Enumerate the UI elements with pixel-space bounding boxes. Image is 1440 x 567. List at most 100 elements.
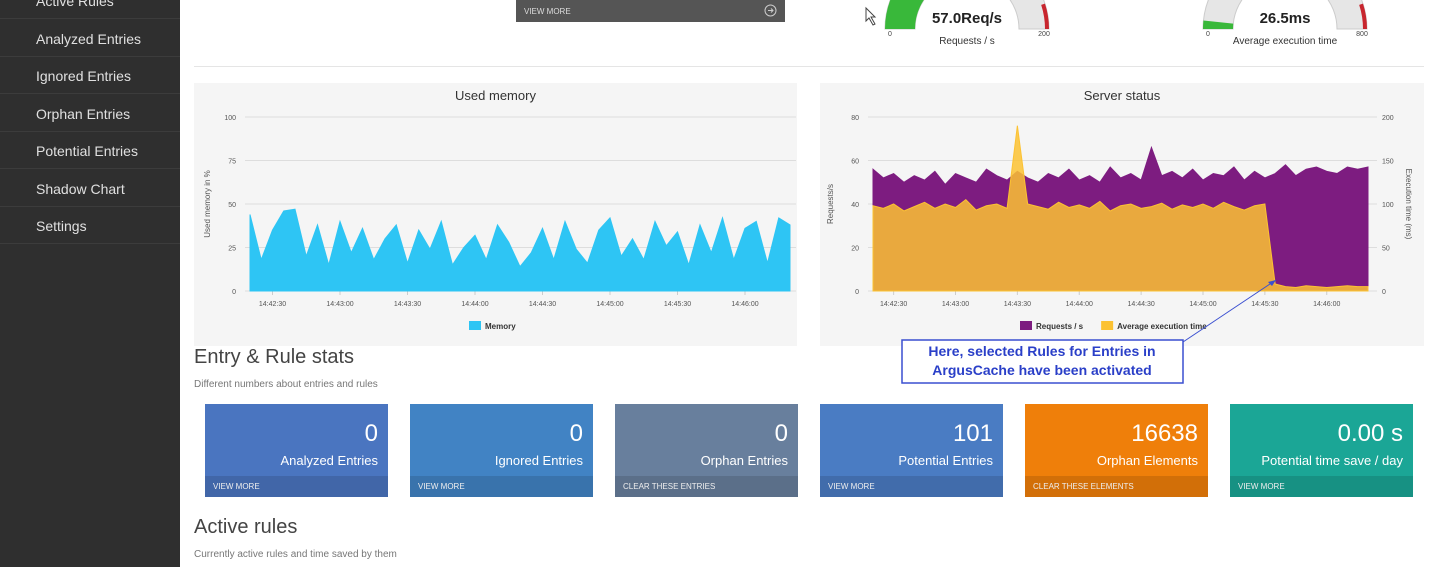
y-tick-label: 40 <box>851 202 859 209</box>
x-tick-label: 14:42:30 <box>259 301 286 308</box>
section-subtitle: Currently active rules and time saved by… <box>194 549 397 560</box>
stat-tile: 0.00 s Potential time save / day VIEW MORE <box>1230 404 1413 497</box>
tile-footer[interactable]: CLEAR THESE ENTRIES <box>615 476 798 497</box>
annotation: Here, selected Rules for Entries in Argu… <box>901 279 1277 384</box>
x-tick-label: 14:43:00 <box>326 301 353 308</box>
area-series <box>872 125 1369 292</box>
tile-link[interactable]: VIEW MORE <box>1238 482 1285 491</box>
nav-label[interactable]: Ignored Entries <box>36 68 131 84</box>
x-tick-label: 14:46:00 <box>731 301 758 308</box>
memory-chart: Used memory 0 25 50 75 100 Used memory in % 14:… <box>203 88 796 331</box>
tile-link[interactable]: CLEAR THESE ELEMENTS <box>1033 482 1134 491</box>
tile-footer[interactable]: CLEAR THESE ELEMENTS <box>1025 476 1208 497</box>
tile-link[interactable]: VIEW MORE <box>828 482 875 491</box>
nav-label[interactable]: Active Rules <box>36 0 114 9</box>
divider <box>194 66 1424 67</box>
nav-label[interactable]: Potential Entries <box>36 143 138 159</box>
tile-value: 101 <box>952 420 993 447</box>
gauge-value-label: 26.5ms <box>1260 10 1311 27</box>
tile-value: 0.00 s <box>1337 420 1403 447</box>
tile-footer[interactable]: VIEW MORE <box>205 476 388 497</box>
x-tick-label: 14:44:00 <box>461 301 488 308</box>
legend-swatch <box>469 321 481 330</box>
annotation-box <box>901 339 1184 384</box>
view-more-link[interactable]: VIEW MORE <box>524 7 571 16</box>
view-more-bar[interactable]: VIEW MORE <box>516 0 785 22</box>
gauge-min: 0 <box>1206 31 1210 38</box>
tile-label: Orphan Entries <box>700 453 788 468</box>
stat-tile: 0 Orphan Entries CLEAR THESE ENTRIES <box>615 404 798 497</box>
area-series <box>249 208 791 292</box>
nav-item[interactable]: Analyzed Entries <box>0 20 180 57</box>
y-tick-label: 100 <box>224 115 236 122</box>
cursor <box>865 6 877 26</box>
x-tick-label: 14:45:00 <box>1189 301 1216 308</box>
gauge-value <box>1203 20 1234 29</box>
nav-label[interactable]: Analyzed Entries <box>36 30 142 47</box>
nav-label[interactable]: Settings <box>36 218 87 234</box>
stat-tile: 16638 Orphan Elements CLEAR THESE ELEMENTS <box>1025 404 1208 497</box>
annotation-text: ArgusCache have been activated <box>932 362 1151 378</box>
chart-title: Used memory <box>455 88 536 103</box>
y-tick-label: 80 <box>851 115 859 122</box>
y2-tick-label: 50 <box>1382 246 1390 253</box>
legend-label: Memory <box>485 322 516 331</box>
legend-label: Average execution time <box>1117 322 1207 331</box>
x-tick-label: 14:46:00 <box>1313 301 1340 308</box>
annotation-text: Here, selected Rules for Entries in <box>928 343 1155 359</box>
legend-swatch <box>1020 321 1032 330</box>
nav-item[interactable]: Potential Entries <box>0 132 180 169</box>
x-tick-label: 14:45:30 <box>1251 301 1278 308</box>
tile-link[interactable]: VIEW MORE <box>213 482 260 491</box>
x-tick-label: 14:43:30 <box>1004 301 1031 308</box>
tile-label: Analyzed Entries <box>280 453 378 468</box>
tile-link[interactable]: VIEW MORE <box>418 482 465 491</box>
x-tick-label: 14:45:30 <box>664 301 691 308</box>
gauge-danger <box>1359 3 1367 29</box>
tile-link[interactable]: CLEAR THESE ENTRIES <box>623 482 716 491</box>
nav-item[interactable]: Ignored Entries <box>0 57 180 94</box>
tile-footer[interactable]: VIEW MORE <box>820 476 1003 497</box>
gauge-max: 200 <box>1038 31 1050 38</box>
y-tick-label: 60 <box>851 159 859 166</box>
tile-label: Orphan Elements <box>1096 453 1198 468</box>
y-axis-label: Used memory in % <box>203 170 212 238</box>
legend-label: Requests / s <box>1036 322 1084 331</box>
tile-label: Potential time save / day <box>1261 453 1403 468</box>
stat-tile: 0 Ignored Entries VIEW MORE <box>410 404 593 497</box>
y2-tick-label: 0 <box>1382 289 1386 296</box>
y-axis-label: Requests/s <box>826 184 835 224</box>
tile-value: 0 <box>774 420 788 447</box>
gauge-min: 0 <box>888 31 892 38</box>
arrow-icon <box>764 4 777 17</box>
section-title: Entry & Rule stats <box>194 346 355 368</box>
gauge-label: Average execution time <box>1233 36 1338 47</box>
gauge-value <box>885 0 924 29</box>
y2-tick-label: 100 <box>1382 202 1394 209</box>
nav-label[interactable]: Orphan Entries <box>36 105 131 122</box>
tile-value: 0 <box>364 420 378 447</box>
legend-swatch <box>1101 321 1114 330</box>
nav-item[interactable]: Active Rules <box>0 0 180 19</box>
nav-item[interactable]: Orphan Entries <box>0 95 180 132</box>
gauge-label: Requests / s <box>939 36 995 47</box>
y2-tick-label: 150 <box>1382 159 1394 166</box>
nav-item[interactable]: Settings <box>0 207 180 244</box>
x-tick-label: 14:44:00 <box>1066 301 1093 308</box>
annotation-arrow <box>1182 279 1277 343</box>
gauges: 57.0Req/s Requests / s 0 200 26.5ms Average e… <box>865 0 1368 47</box>
nav-item[interactable]: Shadow Chart <box>0 170 180 207</box>
x-tick-label: 14:44:30 <box>1128 301 1155 308</box>
x-tick-label: 14:45:00 <box>596 301 623 308</box>
tile-footer[interactable]: VIEW MORE <box>410 476 593 497</box>
y-tick-label: 20 <box>851 246 859 253</box>
nav-label[interactable]: Shadow Chart <box>36 180 125 197</box>
y-tick-label: 75 <box>228 159 236 166</box>
tile-footer[interactable]: VIEW MORE <box>1230 476 1413 497</box>
x-tick-label: 14:43:00 <box>942 301 969 308</box>
stat-tile: 0 Analyzed Entries VIEW MORE <box>205 404 388 497</box>
tile-label: Potential Entries <box>898 453 993 468</box>
sidebar: Active Rules Analyzed Entries Ignored Entr… <box>0 0 180 567</box>
y-tick-label: 50 <box>228 202 236 209</box>
